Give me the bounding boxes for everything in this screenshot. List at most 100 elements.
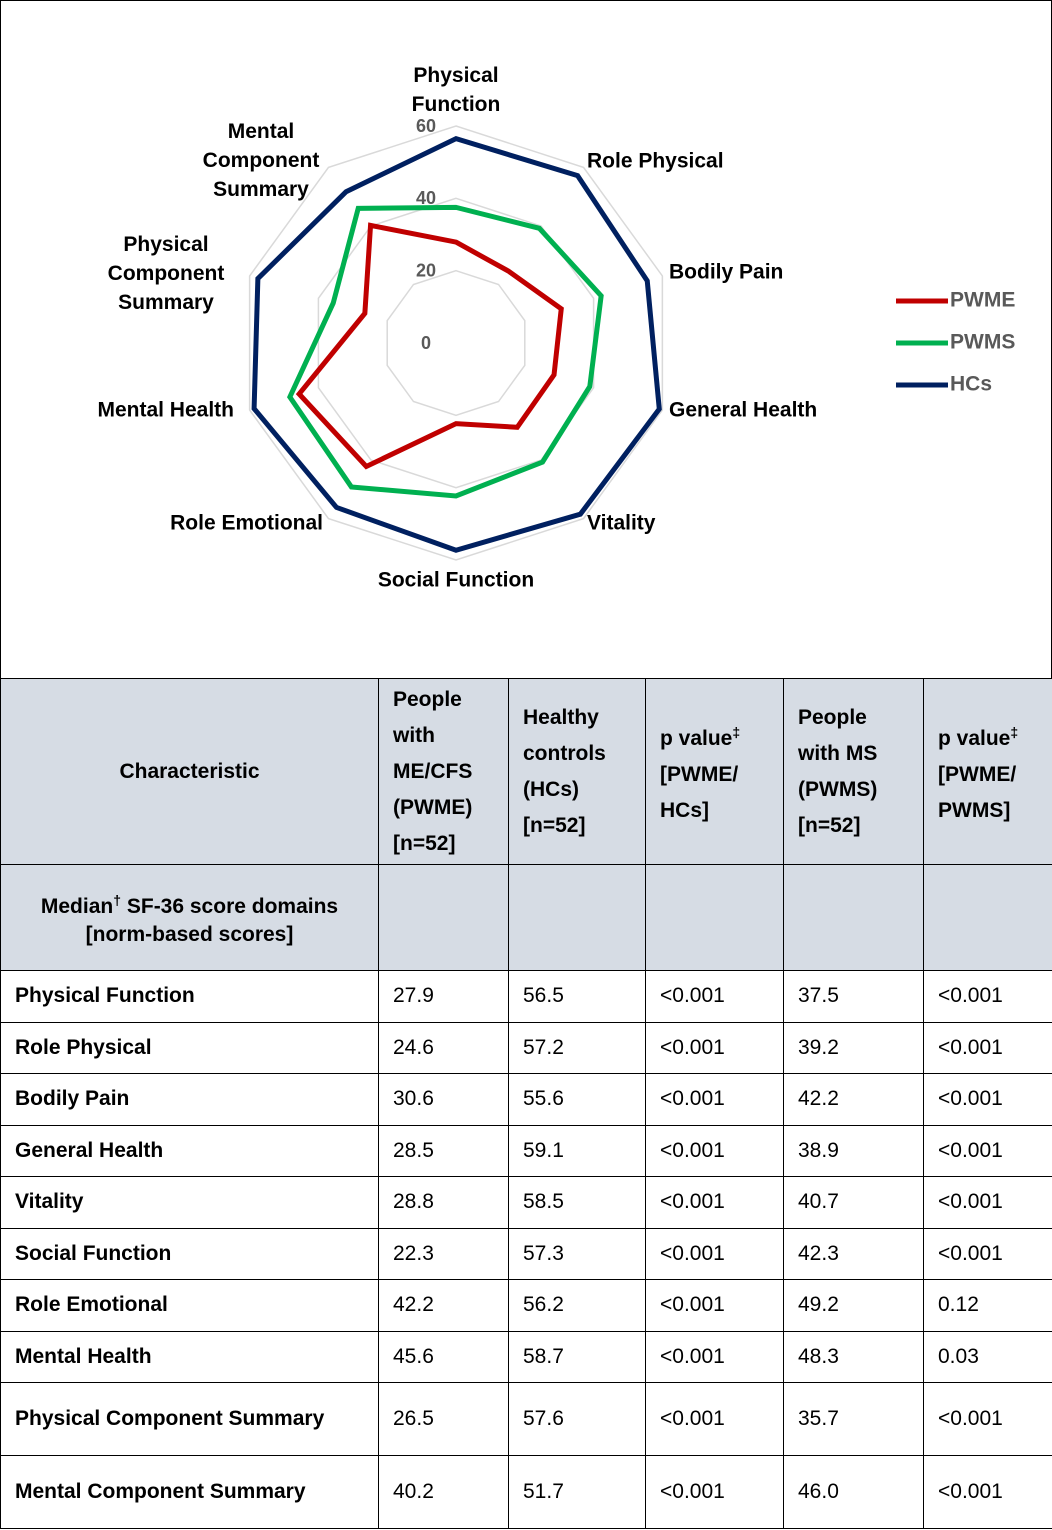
value-cell: <0.001: [923, 1073, 1052, 1126]
value-cell: 38.9: [783, 1124, 924, 1177]
value-cell: <0.001: [645, 1073, 784, 1126]
value-cell: 49.2: [783, 1279, 924, 1332]
value-cell: 0.03: [923, 1330, 1052, 1383]
value-cell: <0.001: [923, 1227, 1052, 1280]
value-cell: <0.001: [645, 1330, 784, 1383]
data-table: Characteristic People with ME/CFS (PWME) …: [0, 678, 1052, 1529]
section-row: Median† SF-36 score domains [norm-based …: [0, 864, 1052, 971]
value-cell: <0.001: [645, 1176, 784, 1229]
header-cell: People with ME/CFS (PWME) [n=52]: [378, 678, 509, 865]
row-label: Role Emotional: [0, 1279, 379, 1332]
table-row: Vitality 28.8 58.5 <0.001 40.7 <0.001: [0, 1176, 1052, 1229]
cell-note: [PWME/ PWMS]: [938, 763, 1017, 822]
value-cell: 22.3: [378, 1227, 509, 1280]
axis-label: General Health: [669, 399, 817, 422]
row-label: Social Function: [0, 1227, 379, 1280]
value-cell: 58.5: [508, 1176, 646, 1229]
cell-text: Healthy controls (HCs) [n=52]: [523, 705, 606, 837]
value-cell: 24.6: [378, 1021, 509, 1074]
row-label: Physical Component Summary: [0, 1382, 379, 1456]
value-cell: <0.001: [645, 1021, 784, 1074]
header-cell: Healthy controls (HCs) [n=52]: [508, 678, 646, 865]
table-row: Role Emotional 42.2 56.2 <0.001 49.2 0.12: [0, 1279, 1052, 1332]
value-cell: 48.3: [783, 1330, 924, 1383]
cell-text: Characteristic: [119, 759, 260, 783]
value-cell: 57.2: [508, 1021, 646, 1074]
value-cell: 57.3: [508, 1227, 646, 1280]
value-cell: 28.8: [378, 1176, 509, 1229]
cell-text: People with ME/CFS (PWME) [n=52]: [393, 687, 473, 855]
row-label: General Health: [0, 1124, 379, 1177]
section-cell: Median† SF-36 score domains [norm-based …: [0, 864, 379, 971]
value-cell: 42.2: [783, 1073, 924, 1126]
value-cell: 42.3: [783, 1227, 924, 1280]
value-cell: 59.1: [508, 1124, 646, 1177]
row-label: Vitality: [0, 1176, 379, 1229]
series-line: [251, 135, 662, 553]
header-row: Characteristic People with ME/CFS (PWME) …: [0, 678, 1052, 865]
table-row: Bodily Pain 30.6 55.6 <0.001 42.2 <0.001: [0, 1073, 1052, 1126]
value-cell: 45.6: [378, 1330, 509, 1383]
legend-label: HCs: [950, 373, 992, 396]
value-cell: <0.001: [923, 970, 1052, 1023]
value-cell: 40.2: [378, 1455, 509, 1529]
grid-ring: [386, 269, 526, 417]
axis-label: Bodily Pain: [669, 261, 783, 284]
superscript: ‡: [1010, 724, 1019, 740]
table-row: Physical Function 27.9 56.5 <0.001 37.5 <0.00…: [0, 970, 1052, 1023]
header-cell: Characteristic: [0, 678, 379, 865]
value-cell: 51.7: [508, 1455, 646, 1529]
r-tick-label: 0: [421, 333, 431, 353]
value-cell: 55.6: [508, 1073, 646, 1126]
superscript: ‡: [732, 724, 741, 740]
axis-label: Role Physical: [587, 150, 724, 173]
value-cell: <0.001: [645, 1124, 784, 1177]
table-row: Social Function 22.3 57.3 <0.001 42.3 <0.001: [0, 1227, 1052, 1280]
cell-note: [PWME/ HCs]: [660, 763, 739, 822]
empty-cell: [783, 864, 924, 971]
empty-cell: [645, 864, 784, 971]
r-tick-label: 20: [416, 260, 436, 280]
axis-label: Mental Component Summary: [203, 120, 320, 201]
value-cell: <0.001: [923, 1382, 1052, 1456]
axis-label: Physical Component Summary: [108, 233, 225, 314]
cell-text: People with MS (PWMS) [n=52]: [798, 705, 878, 837]
value-cell: <0.001: [645, 970, 784, 1023]
legend-label: PWMS: [950, 331, 1015, 354]
axis-label: Role Emotional: [170, 512, 323, 535]
table-row: Physical Component Summary 26.5 57.6 <0.001…: [0, 1382, 1052, 1456]
value-cell: <0.001: [645, 1279, 784, 1332]
value-cell: 57.6: [508, 1382, 646, 1456]
header-cell: p value‡ [PWME/ PWMS]: [923, 678, 1052, 865]
empty-cell: [508, 864, 646, 971]
series-line: [287, 204, 604, 499]
value-cell: 28.5: [378, 1124, 509, 1177]
axis-label: Vitality: [587, 512, 656, 535]
value-cell: 56.2: [508, 1279, 646, 1332]
chart-box: 0 20 40 60 PWME PWMS HCs Physical Function Role P…: [0, 0, 1052, 679]
value-cell: <0.001: [923, 1124, 1052, 1177]
table-row: Role Physical 24.6 57.2 <0.001 39.2 <0.001: [0, 1021, 1052, 1074]
axis-label: Social Function: [378, 569, 534, 592]
cell-text: Median: [40, 895, 114, 918]
value-cell: 35.7: [783, 1382, 924, 1456]
table-row: Mental Health 45.6 58.7 <0.001 48.3 0.03: [0, 1330, 1052, 1383]
empty-cell: [923, 864, 1052, 971]
cell-text: p value: [660, 727, 733, 750]
r-tick-label: 60: [416, 116, 436, 136]
value-cell: 58.7: [508, 1330, 646, 1383]
series-line: [295, 222, 564, 470]
row-label: Physical Function: [0, 970, 379, 1023]
value-cell: 56.5: [508, 970, 646, 1023]
value-cell: 42.2: [378, 1279, 509, 1332]
row-label: Bodily Pain: [0, 1073, 379, 1126]
header-cell: People with MS (PWMS) [n=52]: [783, 678, 924, 865]
grid-ring: [248, 125, 664, 561]
value-cell: 0.12: [923, 1279, 1052, 1332]
row-label: Role Physical: [0, 1021, 379, 1074]
value-cell: 30.6: [378, 1073, 509, 1126]
grid-ring: [317, 197, 595, 489]
value-cell: <0.001: [645, 1455, 784, 1529]
cell-text: p value: [938, 727, 1011, 750]
table-row: General Health 28.5 59.1 <0.001 38.9 <0.001: [0, 1124, 1052, 1177]
